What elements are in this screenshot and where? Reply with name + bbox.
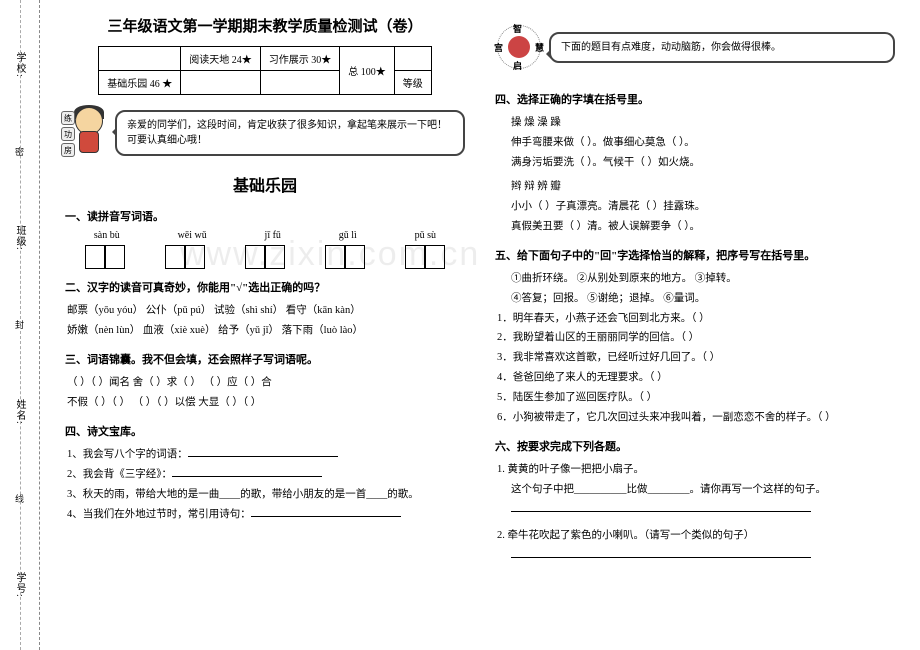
q3-line: （ ）（ ）闻名 舍（ ）求（ ） （ ）应（ ）合 <box>67 373 465 393</box>
fill-blank[interactable] <box>251 505 401 517</box>
q4-line: 真假美丑要（ ）清。被人误解要争（ ）。 <box>497 217 895 237</box>
pinyin-item: gǔ lì <box>339 230 357 241</box>
pinyin-row: sàn bù wēi wǔ jī fū gǔ lì pǔ sù <box>65 230 465 241</box>
mascot-badge-1: 练 <box>61 111 75 125</box>
score-cell: 习作展示 30★ <box>260 47 340 71</box>
q5-item: 6．小狗被带走了，它几次回过头来冲我叫着，一副恋恋不舍的样子。（ ） <box>497 408 895 428</box>
right-q4-body: 操 燥 澡 躁 伸手弯腰来做（ ）。做事细心莫急（ ）。 满身污垢要洗（ ）。气… <box>495 113 895 237</box>
q4-line: 伸手弯腰来做（ ）。做事细心莫急（ ）。 <box>497 133 895 153</box>
badge-char: 智 <box>513 22 522 35</box>
q4-item: 1、我会写八个字的词语： <box>67 445 465 465</box>
question-3-body: （ ）（ ）闻名 舍（ ）求（ ） （ ）应（ ）合 不假（ ）（ ） （ ）（… <box>65 373 465 413</box>
right-q6-body: 1. 黄黄的叶子像一把把小扇子。 这个句子中把__________比做_____… <box>495 460 895 566</box>
score-cell: 基础乐园 46 ★ <box>99 71 181 95</box>
q2-line: 娇嫩（nèn lùn） 血液（xiè xuè） 给予（yǔ jǐ） 落下雨（lu… <box>67 321 465 341</box>
left-column: 三年级语文第一学期期末教学质量检测试（卷） 阅读天地 24★ 习作展示 30★ … <box>50 15 480 635</box>
q2-line: 邮票（yōu yóu） 公仆（pǔ pú） 试验（shì shí） 看守（kān… <box>67 301 465 321</box>
intro-speech-bubble: 亲爱的同学们，这段时间，肯定收获了很多知识，拿起笔来展示一下吧！可要认真细心哦！ <box>115 110 465 156</box>
q4-item-text: 4、当我们在外地过节时，常引用诗句： <box>67 509 251 520</box>
score-cell: 等级 <box>394 71 431 95</box>
q5-def: ④答复；回报。 ⑤谢绝；退掉。 ⑥量词。 <box>497 289 895 309</box>
q5-item: 5．陆医生参加了巡回医疗队。（ ） <box>497 388 895 408</box>
q6-item-2: 2. 牵牛花吹起了紫色的小喇叭。（请写一个类似的句子） <box>497 526 895 546</box>
pinyin-item: wēi wǔ <box>178 230 207 241</box>
char-box-pair[interactable] <box>165 245 205 269</box>
fill-line[interactable] <box>497 500 895 520</box>
q4-line: 小小（ ）子真漂亮。清晨花（ ）挂露珠。 <box>497 197 895 217</box>
score-cell: 阅读天地 24★ <box>181 47 261 71</box>
pinyin-item: sàn bù <box>94 230 120 241</box>
score-table: 阅读天地 24★ 习作展示 30★ 总 100★ 基础乐园 46 ★ 等级 <box>98 46 432 95</box>
question-2-head: 二、汉字的读音可真奇妙，你能用"√"选出正确的吗？ <box>65 279 465 295</box>
q4-item-text: 1、我会写八个字的词语： <box>67 449 188 460</box>
q4-item-text: 2、我会背《三字经》： <box>67 469 172 480</box>
char-box-pair[interactable] <box>405 245 445 269</box>
badge-char: 宫 <box>494 41 503 54</box>
wisdom-badge-icon: 智 慧 启 宫 <box>495 23 543 71</box>
mascot-badge-2: 功 <box>61 127 75 141</box>
pinyin-item: pǔ sù <box>415 230 436 241</box>
question-4-body: 1、我会写八个字的词语： 2、我会背《三字经》： 3、秋天的雨，带给大地的是一曲… <box>65 445 465 525</box>
q5-def: ①曲折环绕。 ②从别处到原来的地方。 ③掉转。 <box>497 269 895 289</box>
score-cell <box>394 47 431 71</box>
score-cell <box>260 71 340 95</box>
score-cell: 总 100★ <box>340 47 395 95</box>
q6-item-1a: 1. 黄黄的叶子像一把把小扇子。 <box>497 460 895 480</box>
badge-char: 启 <box>513 59 522 72</box>
mascot-hint-row: 练 功 房 亲爱的同学们，这段时间，肯定收获了很多知识，拿起笔来展示一下吧！可要… <box>65 105 465 160</box>
page-content: 三年级语文第一学期期末教学质量检测试（卷） 阅读天地 24★ 习作展示 30★ … <box>40 0 920 650</box>
section-title-basic: 基础乐园 <box>65 172 465 196</box>
char-box-pair[interactable] <box>325 245 365 269</box>
char-box-row <box>65 245 465 269</box>
binding-margin: 学校: 密 班级: 封 姓名: 线 学号: <box>0 0 40 650</box>
hint-speech-bubble: 下面的题目有点难度，动动脑筋，你会做得很棒。 <box>549 32 895 63</box>
exam-title: 三年级语文第一学期期末教学质量检测试（卷） <box>65 15 465 36</box>
question-3-head: 三、词语锦囊。我不但会填，还会照样子写词语呢。 <box>65 351 465 367</box>
char-box-pair[interactable] <box>245 245 285 269</box>
char-box-pair[interactable] <box>85 245 125 269</box>
q5-item: 1．明年春天，小燕子还会飞回到北方来。（ ） <box>497 309 895 329</box>
binding-dashed-line <box>20 0 21 650</box>
q3-line: 不假（ ）（ ） （ ）（ ）以偿 大显（ ）（ ） <box>67 393 465 413</box>
star-hint-row: 智 慧 启 宫 下面的题目有点难度，动动脑筋，你会做得很棒。 <box>495 23 895 71</box>
q4-item: 2、我会背《三字经》： <box>67 465 465 485</box>
fill-line[interactable] <box>497 546 895 566</box>
q6-item-1b: 这个句子中把__________比做________。请你再写一个这样的句子。 <box>497 480 895 500</box>
mascot-badge-3: 房 <box>61 143 75 157</box>
q4-item: 3、秋天的雨，带给大地的是一曲____的歌，带给小朋友的是一首____的歌。 <box>67 485 465 505</box>
char-options: 操 燥 澡 躁 <box>497 113 895 133</box>
q4-line: 满身污垢要洗（ ）。气候干（ ）如火烧。 <box>497 153 895 173</box>
right-q6-head: 六、按要求完成下列各题。 <box>495 438 895 454</box>
table-row: 阅读天地 24★ 习作展示 30★ 总 100★ <box>99 47 432 71</box>
fill-blank[interactable] <box>172 465 322 477</box>
score-cell <box>181 71 261 95</box>
q5-item: 4．爸爸回绝了来人的无理要求。（ ） <box>497 368 895 388</box>
score-cell <box>99 47 181 71</box>
char-options: 辫 辩 辨 瓣 <box>497 177 895 197</box>
right-column: 智 慧 启 宫 下面的题目有点难度，动动脑筋，你会做得很棒。 四、选择正确的字填… <box>480 15 910 635</box>
pinyin-item: jī fū <box>265 230 281 241</box>
q5-item: 2．我盼望着山区的王丽丽同学的回信。（ ） <box>497 328 895 348</box>
right-q5-body: ①曲折环绕。 ②从别处到原来的地方。 ③掉转。 ④答复；回报。 ⑤谢绝；退掉。 … <box>495 269 895 429</box>
right-q5-head: 五、给下面句子中的"回"字选择恰当的解释，把序号写在括号里。 <box>495 247 895 263</box>
question-1-head: 一、读拼音写词语。 <box>65 208 465 224</box>
question-2-body: 邮票（yōu yóu） 公仆（pǔ pú） 试验（shì shí） 看守（kān… <box>65 301 465 341</box>
question-4-head: 四、诗文宝库。 <box>65 423 465 439</box>
right-q4-head: 四、选择正确的字填在括号里。 <box>495 91 895 107</box>
fill-blank[interactable] <box>188 445 338 457</box>
q5-item: 3．我非常喜欢这首歌，已经听过好几回了。（ ） <box>497 348 895 368</box>
q4-item: 4、当我们在外地过节时，常引用诗句： <box>67 505 465 525</box>
